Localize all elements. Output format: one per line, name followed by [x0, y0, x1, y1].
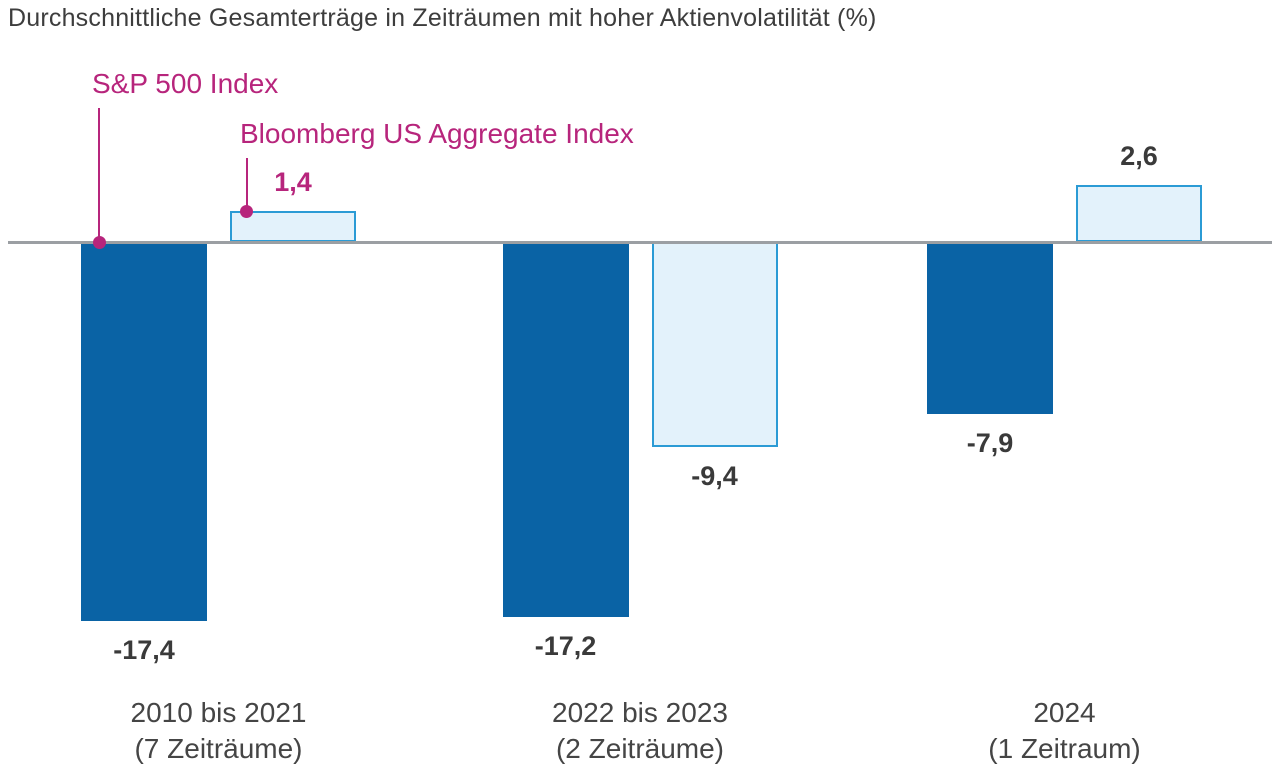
chart-title: Durchschnittliche Gesamterträge in Zeitr…	[8, 4, 877, 32]
category-line1-group3: 2024	[1033, 697, 1096, 728]
value-label-bloomberg-group2: -9,4	[691, 461, 738, 491]
category-label-group2: 2022 bis 2023 (2 Zeiträume)	[490, 695, 790, 767]
zero-axis-line	[8, 241, 1272, 244]
value-label-sp500-group3: -7,9	[966, 428, 1014, 458]
category-line1-group2: 2022 bis 2023	[552, 697, 728, 728]
category-label-group3: 2024 (1 Zeitraum)	[915, 695, 1215, 767]
value-label-bloomberg-group1: 1,4	[274, 167, 312, 197]
sp500-leader-dot	[93, 236, 106, 249]
bloomberg-leader-dot	[240, 205, 253, 218]
legend-sp500-label: S&P 500 Index	[92, 68, 279, 99]
bar-bloomberg-group3	[1076, 185, 1202, 242]
sp500-leader-line	[98, 108, 100, 244]
bloomberg-leader-line	[246, 158, 248, 213]
bar-sp500-group3	[927, 242, 1053, 414]
category-line1-group1: 2010 bis 2021	[130, 697, 307, 728]
bar-sp500-group2	[502, 242, 629, 617]
value-label-sp500-group1: -17,4	[113, 635, 175, 665]
bar-sp500-group1	[81, 242, 207, 621]
value-label-sp500-group2: -17,2	[534, 631, 597, 661]
legend-bloomberg-label: Bloomberg US Aggregate Index	[240, 118, 634, 149]
category-line2-group1: (7 Zeiträume)	[134, 733, 303, 764]
category-line2-group3: (1 Zeitraum)	[988, 733, 1141, 764]
value-label-bloomberg-group3: 2,6	[1120, 141, 1158, 171]
category-line2-group2: (2 Zeiträume)	[555, 733, 725, 764]
bar-bloomberg-group2	[651, 242, 778, 447]
category-label-group1: 2010 bis 2021 (7 Zeiträume)	[69, 695, 369, 767]
